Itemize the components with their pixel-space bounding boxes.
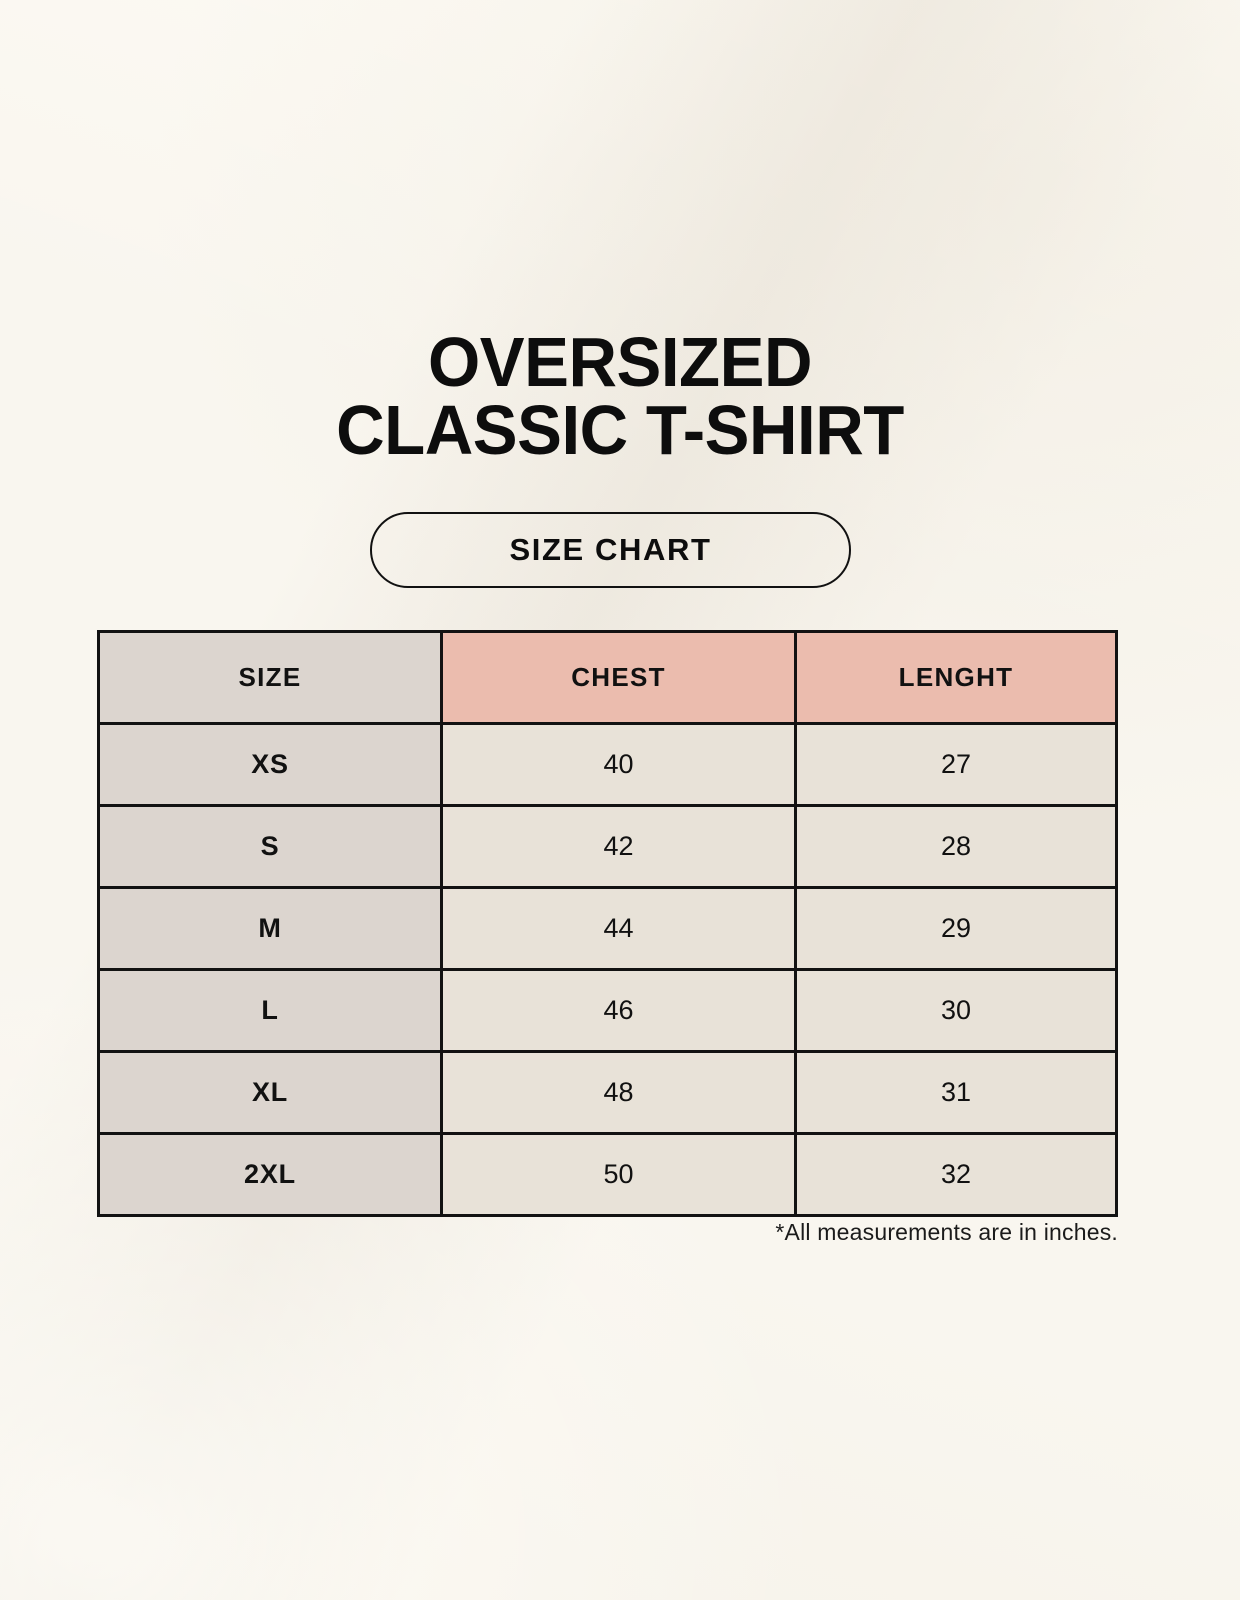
cell-length: 29: [794, 886, 1118, 971]
table-body: XS 40 27 S 42 28 M 44 29 L 46 30 XL 48: [97, 722, 1118, 1217]
table-row: S 42 28: [97, 804, 1118, 889]
column-header-size: SIZE: [97, 630, 443, 725]
cell-chest: 42: [440, 804, 797, 889]
table-header-row: SIZE CHEST LENGHT: [97, 630, 1118, 725]
title-line-2: CLASSIC T-SHIRT: [336, 391, 904, 469]
cell-chest: 40: [440, 722, 797, 807]
cell-size: S: [97, 804, 443, 889]
table-header: SIZE CHEST LENGHT: [97, 630, 1118, 725]
column-header-chest: CHEST: [440, 630, 797, 725]
title-line-1: OVERSIZED: [427, 323, 813, 401]
cell-chest: 48: [440, 1050, 797, 1135]
table-row: XL 48 31: [97, 1050, 1118, 1135]
size-chart-badge-label: SIZE CHART: [509, 532, 712, 567]
cell-size: XS: [97, 722, 443, 807]
size-chart-badge: SIZE CHART: [370, 512, 851, 588]
cell-chest: 50: [440, 1132, 797, 1217]
column-header-length: LENGHT: [794, 630, 1118, 725]
cell-size: XL: [97, 1050, 443, 1135]
cell-chest: 46: [440, 968, 797, 1053]
cell-length: 32: [794, 1132, 1118, 1217]
size-chart-table: SIZE CHEST LENGHT XS 40 27 S 42 28 M 44 …: [97, 630, 1118, 1217]
cell-size: 2XL: [97, 1132, 443, 1217]
table-row: 2XL 50 32: [97, 1132, 1118, 1217]
cell-length: 27: [794, 722, 1118, 807]
cell-chest: 44: [440, 886, 797, 971]
cell-length: 30: [794, 968, 1118, 1053]
cell-length: 28: [794, 804, 1118, 889]
cell-size: L: [97, 968, 443, 1053]
cell-length: 31: [794, 1050, 1118, 1135]
table-row: L 46 30: [97, 968, 1118, 1053]
table-row: M 44 29: [97, 886, 1118, 971]
table-row: XS 40 27: [97, 722, 1118, 807]
page-title: OVERSIZED CLASSIC T-SHIRT: [0, 323, 1240, 469]
cell-size: M: [97, 886, 443, 971]
measurements-footnote: *All measurements are in inches.: [775, 1219, 1118, 1245]
